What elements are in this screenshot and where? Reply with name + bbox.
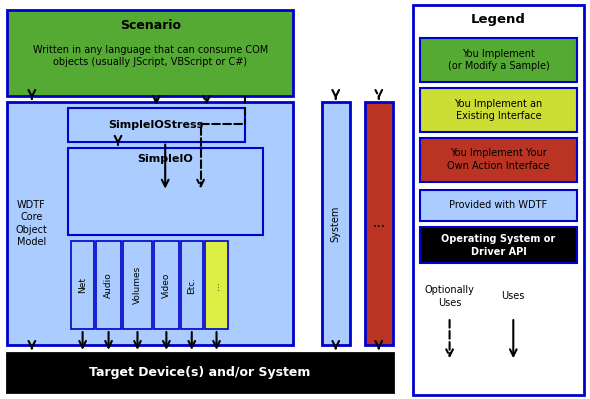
Bar <box>68 148 263 235</box>
Bar <box>96 241 121 329</box>
Text: Provided with WDTF: Provided with WDTF <box>450 200 548 211</box>
Bar <box>7 10 293 96</box>
Bar <box>420 38 577 82</box>
Text: System: System <box>331 205 340 242</box>
Text: Legend: Legend <box>471 14 526 26</box>
Text: Scenario: Scenario <box>120 19 181 32</box>
Text: ...: ... <box>212 281 221 290</box>
Text: You Implement Your
Own Action Interface: You Implement Your Own Action Interface <box>447 148 550 171</box>
Text: You Implement
(or Modify a Sample): You Implement (or Modify a Sample) <box>448 49 549 71</box>
Text: Volumes: Volumes <box>133 266 142 304</box>
Text: You Implement an
Existing Interface: You Implement an Existing Interface <box>454 99 543 121</box>
Text: Written in any language that can consume COM
objects (usually JScript, VBScript : Written in any language that can consume… <box>32 45 268 67</box>
Bar <box>181 241 203 329</box>
Text: SimpleIO: SimpleIO <box>137 154 193 164</box>
Bar <box>7 102 293 345</box>
Text: SimpleIOStress: SimpleIOStress <box>109 120 204 130</box>
Bar <box>205 241 228 329</box>
Bar <box>420 88 577 132</box>
Bar <box>154 241 179 329</box>
Text: Optionally
Uses: Optionally Uses <box>425 285 474 308</box>
Bar <box>365 102 393 345</box>
Text: Operating System or
Driver API: Operating System or Driver API <box>441 234 556 257</box>
Bar <box>71 241 94 329</box>
Text: Etc.: Etc. <box>187 277 196 294</box>
Bar <box>322 102 350 345</box>
Text: Net: Net <box>78 277 87 293</box>
Bar <box>7 353 393 392</box>
Bar <box>123 241 152 329</box>
Text: Audio: Audio <box>104 273 113 298</box>
Bar <box>413 5 584 395</box>
Text: Video: Video <box>162 273 171 298</box>
Bar <box>420 227 577 263</box>
Text: Uses: Uses <box>502 291 525 302</box>
Bar <box>68 108 245 142</box>
Text: Target Device(s) and/or System: Target Device(s) and/or System <box>89 366 311 379</box>
Text: ...: ... <box>372 216 385 231</box>
Text: WDTF
Core
Object
Model: WDTF Core Object Model <box>15 200 47 247</box>
Bar <box>420 138 577 182</box>
Bar <box>420 190 577 221</box>
